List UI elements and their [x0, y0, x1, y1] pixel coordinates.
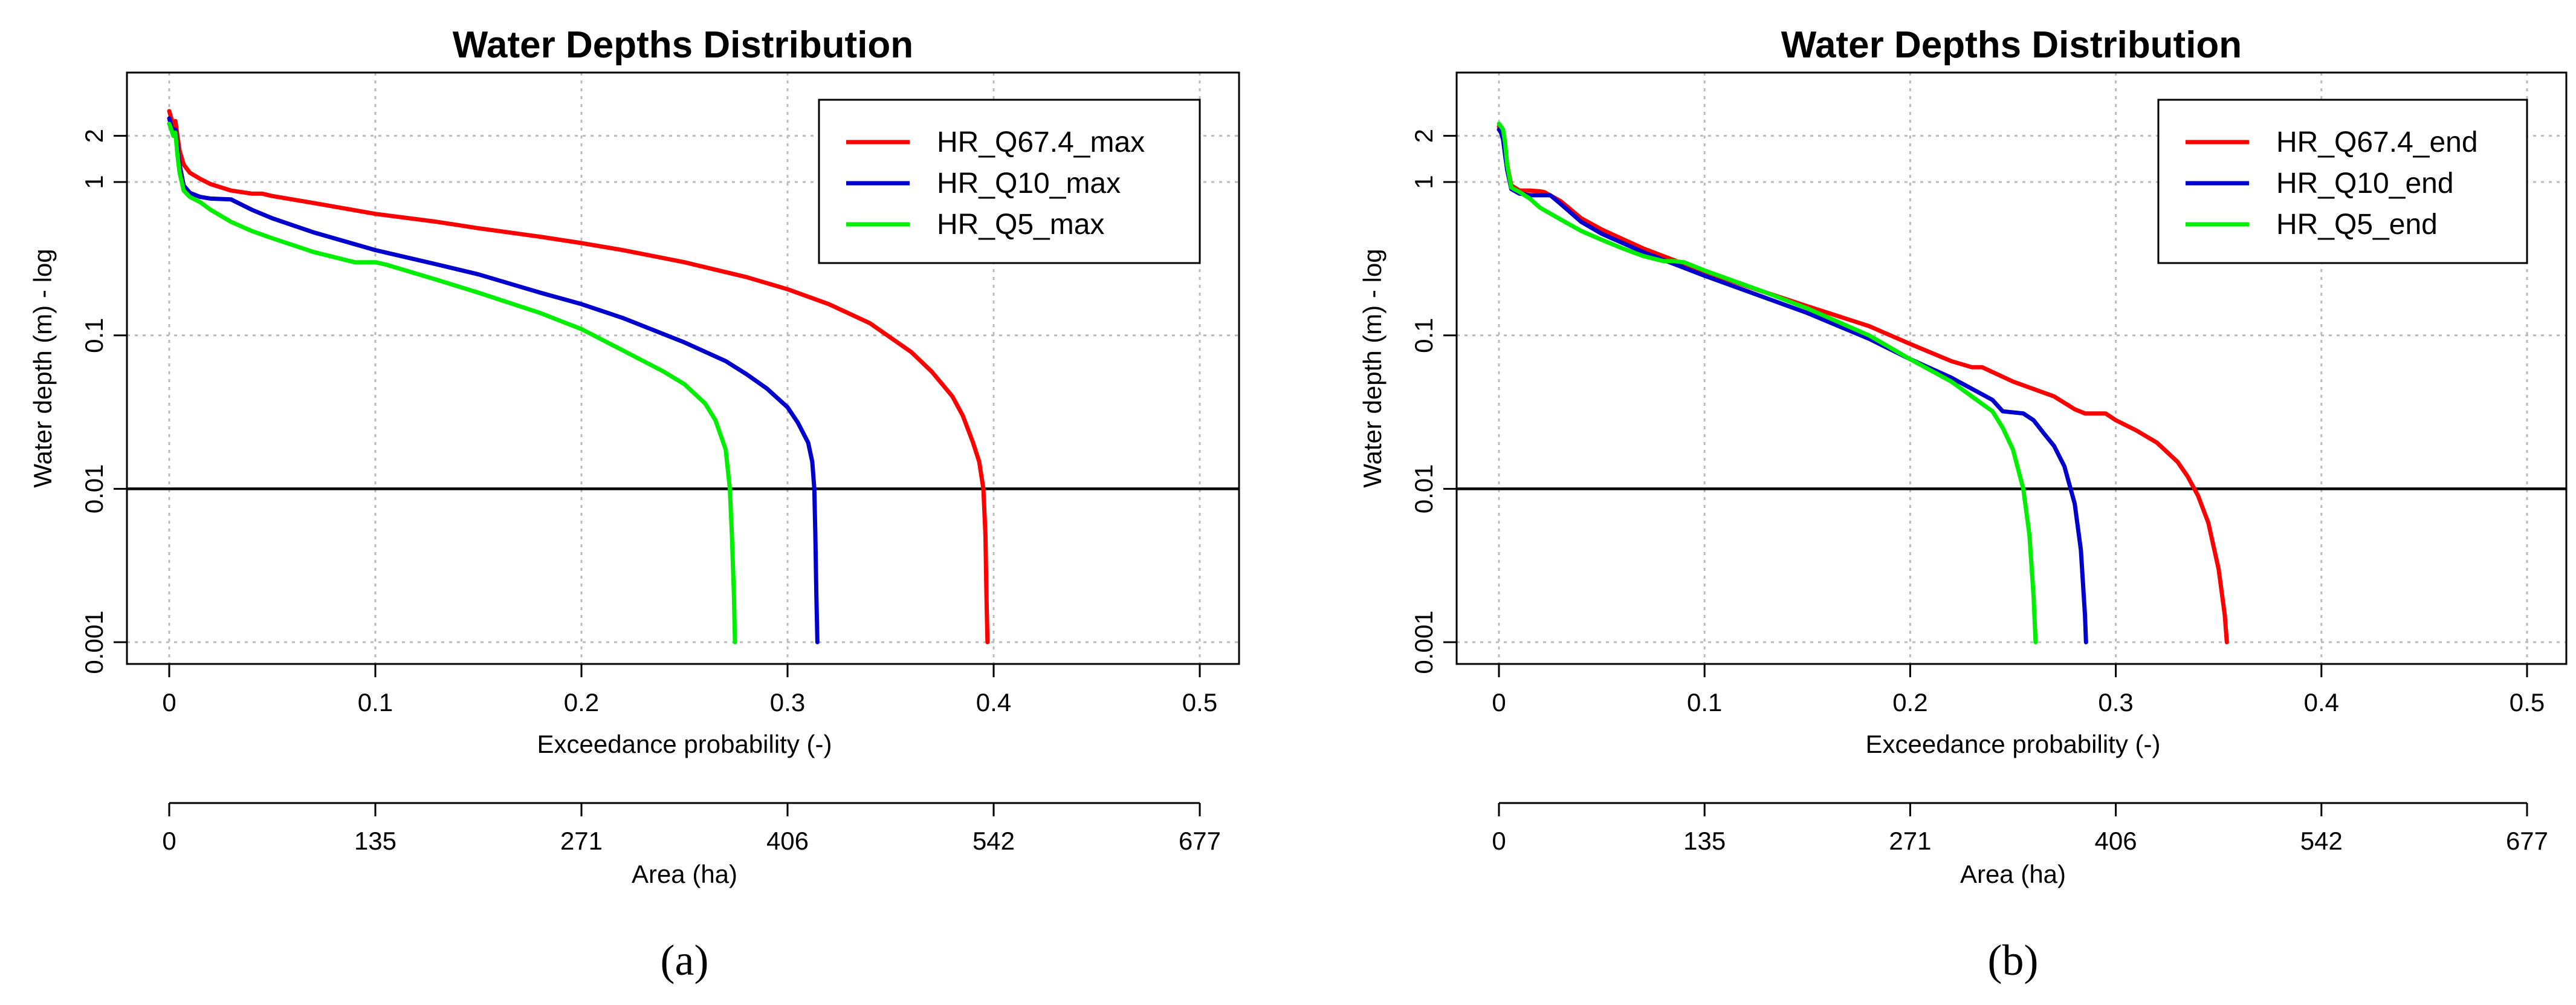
x-tick-label: 0.4 — [2304, 688, 2339, 717]
x-tick-label: 0.1 — [358, 688, 393, 717]
y-tick-label: 0.01 — [1409, 464, 1438, 513]
x-tick-label: 0.4 — [976, 688, 1011, 717]
x-tick-label: 0 — [162, 688, 176, 717]
y-tick-label: 1 — [1409, 175, 1438, 189]
chart-panel-2: Water Depths Distribution 0 0.1 0.2 0.3 0.4 0.… — [1358, 24, 2568, 984]
area-tick-label: 271 — [1889, 827, 1931, 855]
legend: HR_Q67.4_end HR_Q10_end HR_Q5_end — [2157, 99, 2528, 264]
series-line-3 — [1497, 122, 2038, 645]
area-tick-label: 135 — [354, 827, 396, 855]
plot-frame — [1455, 71, 2568, 665]
area-tick-label: 0 — [162, 827, 176, 855]
area-tick-label: 677 — [2506, 827, 2548, 855]
x-tick-label: 0.5 — [1182, 688, 1217, 717]
area-tick-label: 135 — [1683, 827, 1726, 855]
y-tick-label: 2 — [80, 129, 108, 143]
x-tick-label: 0.5 — [2510, 688, 2545, 717]
area-tick-label: 542 — [2300, 827, 2343, 855]
area-axis-label: Area (ha) — [632, 860, 737, 888]
chart-title: Water Depths Distribution — [1781, 24, 2242, 66]
panel-label: (a) — [661, 936, 709, 984]
legend-label: HR_Q10_max — [937, 168, 1121, 200]
legend-label: HR_Q5_end — [2276, 209, 2438, 241]
panels: Water Depths Distribution 0 0.1 0.2 0.3 0.4 0.… — [28, 24, 2568, 984]
x-tick-label: 0.1 — [1687, 688, 1722, 717]
y-axis-label: Water depth (m) - log — [1358, 249, 1387, 487]
plot-frame — [126, 71, 1240, 665]
chart-panel-1: Water Depths Distribution 0 0.1 0.2 0.3 0.4 0.… — [28, 24, 1240, 984]
x-tick-label: 0.3 — [770, 688, 805, 717]
y-tick-label: 0.01 — [80, 464, 108, 513]
x-tick-label: 0.2 — [1892, 688, 1927, 717]
legend-label: HR_Q10_end — [2276, 168, 2454, 200]
legend-label: HR_Q5_max — [937, 209, 1104, 241]
area-tick-label: 677 — [1179, 827, 1221, 855]
y-tick-label: 1 — [80, 175, 108, 189]
chart-title: Water Depths Distribution — [453, 24, 913, 66]
y-tick-label: 2 — [1409, 129, 1438, 143]
legend-label: HR_Q67.4_end — [2276, 126, 2478, 158]
y-axis-label: Water depth (m) - log — [28, 249, 57, 487]
y-tick-label: 0.001 — [1409, 610, 1438, 674]
x-axis-label: Exceedance probability (-) — [1866, 730, 2161, 758]
area-axis-label: Area (ha) — [1960, 860, 2066, 888]
x-tick-label: 0.3 — [2098, 688, 2133, 717]
x-axis-label: Exceedance probability (-) — [537, 730, 832, 758]
legend-label: HR_Q67.4_max — [937, 126, 1145, 158]
y-tick-label: 0.001 — [80, 610, 108, 674]
series-line-3 — [167, 122, 737, 645]
x-tick-label: 0 — [1492, 688, 1506, 717]
area-tick-label: 271 — [560, 827, 603, 855]
legend: HR_Q67.4_max HR_Q10_max HR_Q5_max — [818, 99, 1201, 264]
x-tick-label: 0.2 — [564, 688, 599, 717]
area-tick-label: 406 — [766, 827, 809, 855]
y-tick-label: 0.1 — [1409, 317, 1438, 353]
series-line-1 — [167, 109, 990, 645]
area-tick-label: 0 — [1492, 827, 1506, 855]
area-tick-label: 542 — [972, 827, 1015, 855]
panel-label: (b) — [1988, 936, 2039, 984]
y-tick-label: 0.1 — [80, 317, 108, 353]
area-tick-label: 406 — [2095, 827, 2137, 855]
